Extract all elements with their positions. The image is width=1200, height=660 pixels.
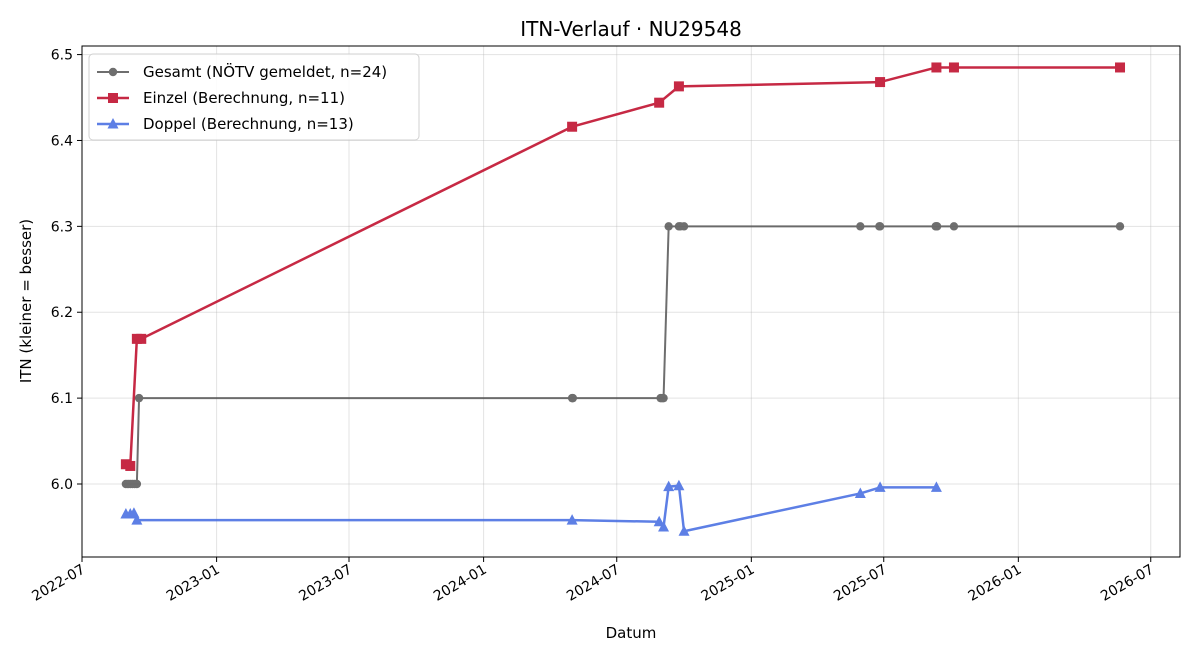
legend-label: Einzel (Berechnung, n=11) <box>143 89 345 107</box>
series-line <box>125 225 1121 485</box>
data-point <box>678 525 690 536</box>
x-tick-label: 2025-01 <box>699 562 758 605</box>
legend-marker <box>108 67 118 77</box>
data-point <box>854 487 866 498</box>
plot-frame <box>81 45 1181 558</box>
data-point <box>664 222 673 231</box>
data-point <box>1115 222 1125 231</box>
data-point <box>673 81 684 92</box>
data-point <box>654 97 665 108</box>
data-point <box>673 479 685 491</box>
data-point <box>658 520 670 532</box>
legend-marker <box>107 118 119 129</box>
x-tick-label: 2024-07 <box>564 562 623 605</box>
y-tick-label: 6.0 <box>51 477 73 493</box>
legend-box <box>88 53 420 141</box>
data-point <box>930 481 942 492</box>
series-2 <box>120 62 1126 471</box>
legend-item <box>97 118 129 129</box>
legend-label: Doppel (Berechnung, n=13) <box>143 115 354 133</box>
legend-item <box>97 93 129 103</box>
data-point <box>875 222 885 231</box>
y-axis-label: ITN (kleiner = besser) <box>17 219 35 383</box>
legend-label: Gesamt (NÖTV gemeldet, n=24) <box>143 62 387 81</box>
x-axis-label: Datum <box>606 624 657 642</box>
x-tick-label: 2023-01 <box>164 562 223 605</box>
y-tick-label: 6.2 <box>51 305 73 321</box>
data-point <box>567 121 578 132</box>
data-point <box>132 479 142 489</box>
y-tick-label: 6.5 <box>51 48 73 64</box>
x-tick-label: 2025-07 <box>831 562 890 605</box>
data-point <box>659 393 668 403</box>
data-point <box>874 481 886 492</box>
data-point <box>131 514 143 525</box>
y-tick-label: 6.1 <box>51 391 73 407</box>
data-point <box>566 514 578 525</box>
data-point <box>875 77 886 88</box>
data-point <box>134 393 144 403</box>
data-point <box>949 222 959 231</box>
data-point <box>663 480 675 492</box>
data-point <box>125 460 136 471</box>
legend-item <box>97 67 129 77</box>
legend: Gesamt (NÖTV gemeldet, n=24) Einzel (Bere… <box>88 53 420 141</box>
series-3 <box>120 479 942 536</box>
x-tick-label: 2026-07 <box>1098 562 1157 605</box>
data-point <box>931 62 942 73</box>
data-point <box>653 515 665 527</box>
data-point <box>568 393 578 403</box>
x-tick-label: 2026-01 <box>966 562 1025 605</box>
legend-marker <box>108 93 118 103</box>
data-point <box>932 222 942 231</box>
series-1 <box>121 222 1125 489</box>
plot-series <box>120 62 1126 536</box>
y-axis: 6.0 6.1 6.2 6.3 6.4 6.5 <box>51 48 82 493</box>
x-tick-label: 2023-07 <box>296 562 355 605</box>
series-line <box>125 484 937 533</box>
data-point <box>856 222 865 231</box>
x-tick-label: 2024-01 <box>431 562 490 605</box>
data-point <box>136 333 147 344</box>
data-point <box>948 62 959 73</box>
y-tick-label: 6.3 <box>51 219 73 235</box>
y-tick-label: 6.4 <box>51 133 73 149</box>
x-axis: 2022-07 2023-01 2023-07 2024-01 2024-07 2025-… <box>29 557 1157 605</box>
data-point <box>1115 62 1126 73</box>
x-tick-label: 2022-07 <box>29 562 88 605</box>
data-point <box>679 222 689 231</box>
chart-title: ITN-Verlauf · NU29548 <box>520 17 742 41</box>
